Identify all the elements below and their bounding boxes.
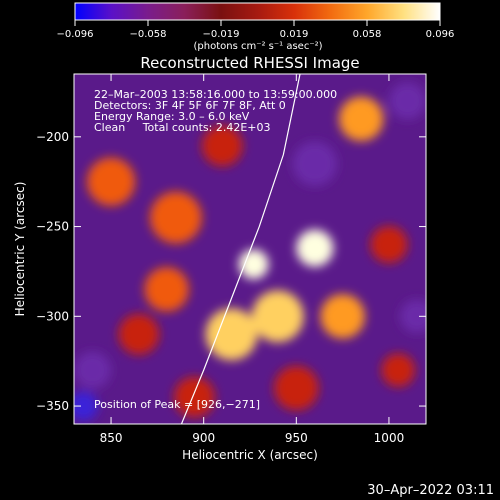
emission-blob bbox=[238, 249, 269, 280]
emission-blob bbox=[338, 96, 384, 142]
emission-blob bbox=[144, 267, 189, 312]
colorbar-tick-label: −0.019 bbox=[202, 29, 239, 40]
y-axis-label: Heliocentric Y (arcsec) bbox=[13, 182, 27, 317]
x-axis-label: Heliocentric X (arcsec) bbox=[182, 448, 318, 462]
x-axis-ticks: 850 900 950 1000 bbox=[100, 74, 405, 445]
y-tick-label: −350 bbox=[36, 399, 69, 413]
colorbar bbox=[74, 2, 441, 21]
emission-blob bbox=[388, 82, 426, 120]
emission-blob bbox=[74, 391, 99, 421]
emission-blob bbox=[74, 351, 112, 389]
emission-blob bbox=[205, 308, 258, 361]
emission-blob bbox=[292, 141, 338, 186]
emission-blob bbox=[320, 294, 365, 339]
colorbar-tick-label: 0.058 bbox=[353, 29, 382, 40]
x-tick-label: 850 bbox=[100, 431, 123, 445]
colorbar-tick-label: −0.058 bbox=[129, 29, 166, 40]
emission-blob bbox=[86, 157, 136, 206]
colorbar-tick-label: −0.096 bbox=[56, 29, 93, 40]
emission-blob bbox=[201, 125, 243, 167]
y-tick-label: −300 bbox=[36, 309, 69, 323]
y-axis-ticks: −200 −250 −300 −350 bbox=[36, 130, 426, 413]
y-tick-label: −250 bbox=[36, 220, 69, 234]
solar-limb-curve bbox=[180, 74, 301, 424]
plot-frame bbox=[73, 73, 427, 425]
emission-blob bbox=[296, 229, 334, 267]
annotation-time: 22–Mar–2003 13:58:16.000 to 13:59:00.000 bbox=[94, 88, 337, 101]
colorbar-ticks: −0.096 −0.058 −0.019 0.019 0.058 0.096 bbox=[56, 20, 454, 40]
plot-title: Reconstructed RHESSI Image bbox=[140, 54, 359, 72]
emission-blob bbox=[118, 313, 160, 355]
annotation-detectors: Detectors: 3F 4F 5F 6F 7F 8F, Att 0 bbox=[94, 99, 286, 112]
x-tick-label: 1000 bbox=[374, 431, 405, 445]
x-tick-label: 900 bbox=[192, 431, 215, 445]
annotation-clean: Clean Total counts: 2.42E+03 bbox=[94, 121, 271, 134]
emission-blob bbox=[400, 299, 426, 333]
emission-blob bbox=[149, 191, 202, 244]
emission-blob bbox=[251, 290, 304, 343]
y-tick-label: −200 bbox=[36, 130, 69, 144]
annotation-energy: Energy Range: 3.0 – 6.0 keV bbox=[94, 110, 250, 123]
emission-blob bbox=[370, 225, 408, 264]
image-area bbox=[74, 74, 426, 424]
colorbar-tick-label: 0.019 bbox=[280, 29, 309, 40]
timestamp: 30–Apr–2022 03:11 bbox=[367, 483, 494, 498]
emission-blob bbox=[174, 376, 215, 418]
emission-blob bbox=[381, 353, 415, 387]
emission-blob bbox=[274, 365, 319, 411]
colorbar-units: (photons cm⁻² s⁻¹ asec⁻²) bbox=[193, 41, 322, 52]
peak-position-label: Position of Peak = [926,−271] bbox=[94, 398, 260, 411]
colorbar-tick-label: 0.096 bbox=[426, 29, 455, 40]
x-tick-label: 950 bbox=[285, 431, 308, 445]
